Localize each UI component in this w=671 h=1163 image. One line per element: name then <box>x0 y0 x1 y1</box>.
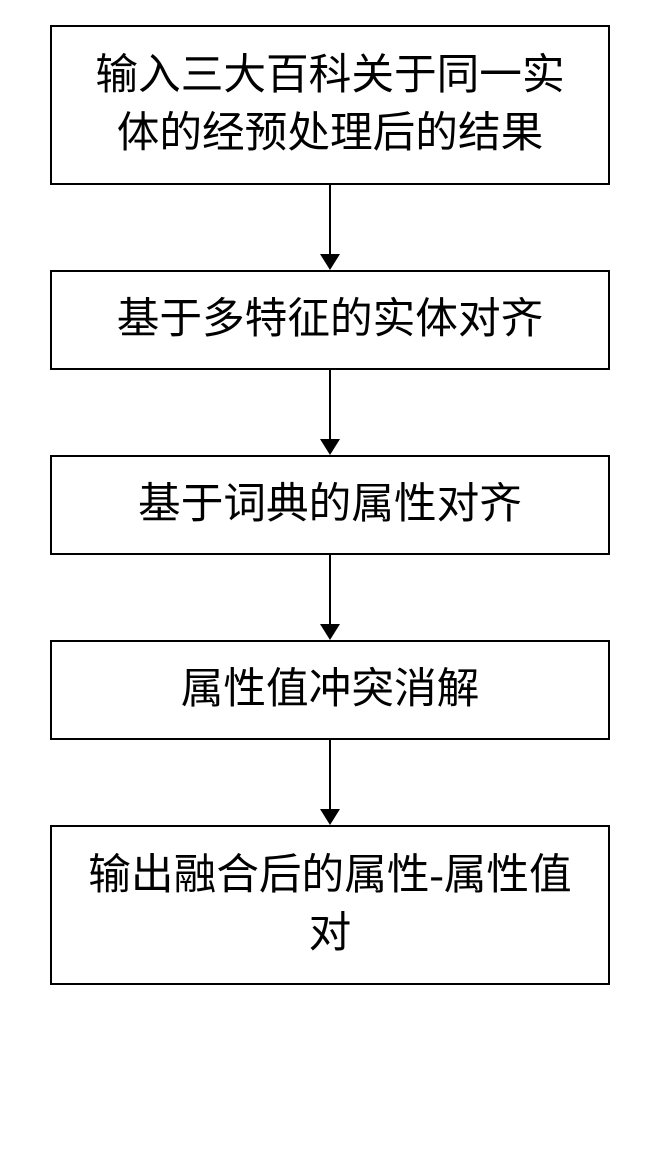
flow-node-n5: 输出融合后的属性-属性值对 <box>50 825 610 985</box>
flow-node-label: 输出融合后的属性-属性值对 <box>77 847 583 962</box>
flow-node-label: 输入三大百科关于同一实体的经预处理后的结果 <box>77 47 583 162</box>
arrow <box>50 555 610 640</box>
flow-node-n3: 基于词典的属性对齐 <box>50 455 610 555</box>
flow-node-label: 属性值冲突消解 <box>181 661 480 719</box>
flowchart-container: 输入三大百科关于同一实体的经预处理后的结果基于多特征的实体对齐基于词典的属性对齐… <box>50 25 610 985</box>
arrow <box>50 370 610 455</box>
flow-node-label: 基于多特征的实体对齐 <box>117 291 544 349</box>
flow-node-n1: 输入三大百科关于同一实体的经预处理后的结果 <box>50 25 610 185</box>
flow-node-label: 基于词典的属性对齐 <box>138 476 522 534</box>
arrow <box>50 185 610 270</box>
flow-node-n2: 基于多特征的实体对齐 <box>50 270 610 370</box>
flow-node-n4: 属性值冲突消解 <box>50 640 610 740</box>
arrow <box>50 740 610 825</box>
